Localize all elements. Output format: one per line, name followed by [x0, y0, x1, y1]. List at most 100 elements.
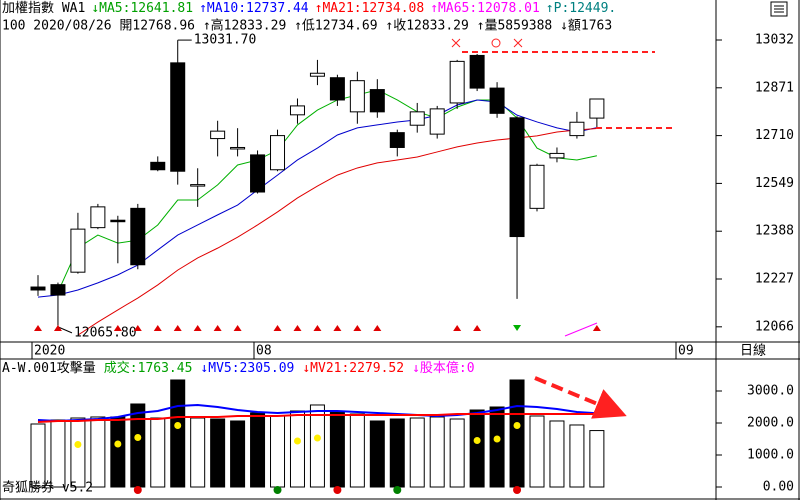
sell-signal	[513, 325, 522, 331]
candle-body	[509, 117, 525, 238]
plot-layer: 加權指數 WA1 ↓MA5:12641.81 ↑MA10:12737.44 ↑MA21…	[2, 1, 794, 495]
candle-body	[70, 228, 86, 273]
volume-bar	[469, 409, 485, 488]
volume-bar	[250, 412, 266, 488]
high-annotation: 13031.70	[194, 33, 257, 48]
y-tick-label: 0.00	[763, 480, 794, 495]
volume-bar	[230, 420, 246, 488]
candle-body	[529, 164, 545, 209]
buy-signal	[53, 325, 62, 331]
header-item: 加權指數 WA1	[2, 1, 85, 16]
header-item: ↑P:12449.	[546, 1, 616, 16]
volume-signal	[134, 433, 142, 441]
candle-body	[130, 207, 146, 266]
volume-signal	[174, 421, 182, 429]
signal-o	[491, 38, 501, 48]
volume-bar	[110, 416, 126, 488]
y-tick-label: 12066	[755, 319, 794, 334]
volume-signal	[493, 435, 501, 443]
volume-bar	[449, 418, 465, 488]
header-item: ↓MV5:2305.09	[200, 361, 294, 376]
candle-body	[150, 161, 166, 171]
candle-body	[90, 206, 106, 229]
volume-bar	[549, 420, 565, 488]
volume-signal	[313, 434, 321, 442]
volume-bar	[429, 416, 445, 488]
volume-bar	[270, 415, 286, 488]
volume-signal-dot	[513, 486, 522, 494]
candle-body	[329, 77, 345, 101]
volume-signal	[513, 421, 521, 429]
volume-bar	[389, 418, 405, 488]
volume-bar	[150, 417, 166, 488]
volume-bar	[529, 415, 545, 488]
header-item: ↓MA5:12641.81	[91, 1, 193, 16]
candle-body	[270, 135, 286, 171]
volume-signal-dot	[133, 486, 142, 494]
y-tick-label: 2000.0	[747, 415, 794, 430]
candle-body	[569, 121, 585, 137]
candle-body	[589, 98, 605, 119]
buy-signal	[353, 325, 362, 331]
candle-body	[449, 60, 465, 104]
header-line: 加權指數 WA1 ↓MA5:12641.81 ↑MA10:12737.44 ↑MA21…	[2, 1, 616, 16]
candle-body	[549, 152, 565, 159]
buy-signal	[453, 325, 462, 331]
header-line: 100 2020/08/26 開12768.96 ↑高12833.29 ↑低12…	[2, 18, 612, 34]
volume-bar	[210, 418, 226, 488]
y-tick-label: 12388	[755, 224, 794, 239]
candle-body	[389, 132, 405, 148]
candle-body	[50, 284, 66, 296]
header-item: A-W.001攻擊量	[2, 360, 96, 376]
volume-bar	[50, 419, 66, 488]
header-item: ↑MA10:12737.44	[199, 1, 309, 16]
annotation-line	[57, 326, 73, 334]
volume-header: A-W.001攻擊量 成交:1763.45 ↓MV5:2305.09 ↓MV21:22…	[2, 360, 475, 376]
buy-signal	[273, 325, 282, 331]
header-item: ↓MV21:2279.52	[302, 361, 404, 376]
trend-arrow	[534, 376, 627, 419]
y-tick-label: 12549	[755, 176, 794, 191]
candle-body	[349, 80, 365, 113]
volume-signal	[293, 437, 301, 445]
buy-signal	[113, 325, 122, 331]
volume-bar	[130, 403, 146, 488]
buy-signal	[473, 325, 482, 331]
volume-bar	[90, 416, 106, 488]
volume-bar	[30, 423, 46, 488]
volume-signal	[473, 437, 481, 445]
buy-signal	[34, 325, 42, 331]
header-item: 成交:1763.45	[104, 360, 193, 376]
candle-body	[409, 111, 425, 126]
candle-body	[170, 62, 186, 172]
volume-signal	[114, 440, 122, 448]
buy-signal	[293, 325, 302, 331]
candle-body	[429, 108, 445, 135]
y-tick-label: 12227	[755, 272, 794, 287]
low-annotation: 12065.80	[74, 325, 137, 340]
candle-body	[190, 184, 206, 187]
candle-body	[250, 154, 266, 193]
volume-bar	[509, 379, 525, 488]
buy-signal	[153, 325, 162, 331]
buy-signal	[592, 325, 601, 331]
x-tick-label: 08	[256, 344, 272, 359]
candle-body	[309, 72, 325, 77]
buy-signal	[173, 325, 182, 331]
header-item: ↑MA65:12078.01	[430, 1, 540, 16]
volume-bar	[329, 411, 345, 488]
candle-body	[369, 89, 385, 113]
volume-bar	[489, 406, 505, 488]
x-tick-label: 09	[678, 344, 694, 359]
volume-bar	[289, 410, 305, 488]
volume-bar	[170, 379, 186, 488]
volume-bar	[569, 424, 585, 488]
volume-signal-dot	[333, 486, 342, 494]
buy-signal	[213, 325, 222, 331]
signal-x	[451, 38, 523, 48]
x-tick-label: 2020	[34, 344, 65, 359]
candle-body	[210, 130, 226, 140]
y-tick-label: 3000.0	[747, 383, 794, 398]
candle-body	[469, 54, 485, 89]
